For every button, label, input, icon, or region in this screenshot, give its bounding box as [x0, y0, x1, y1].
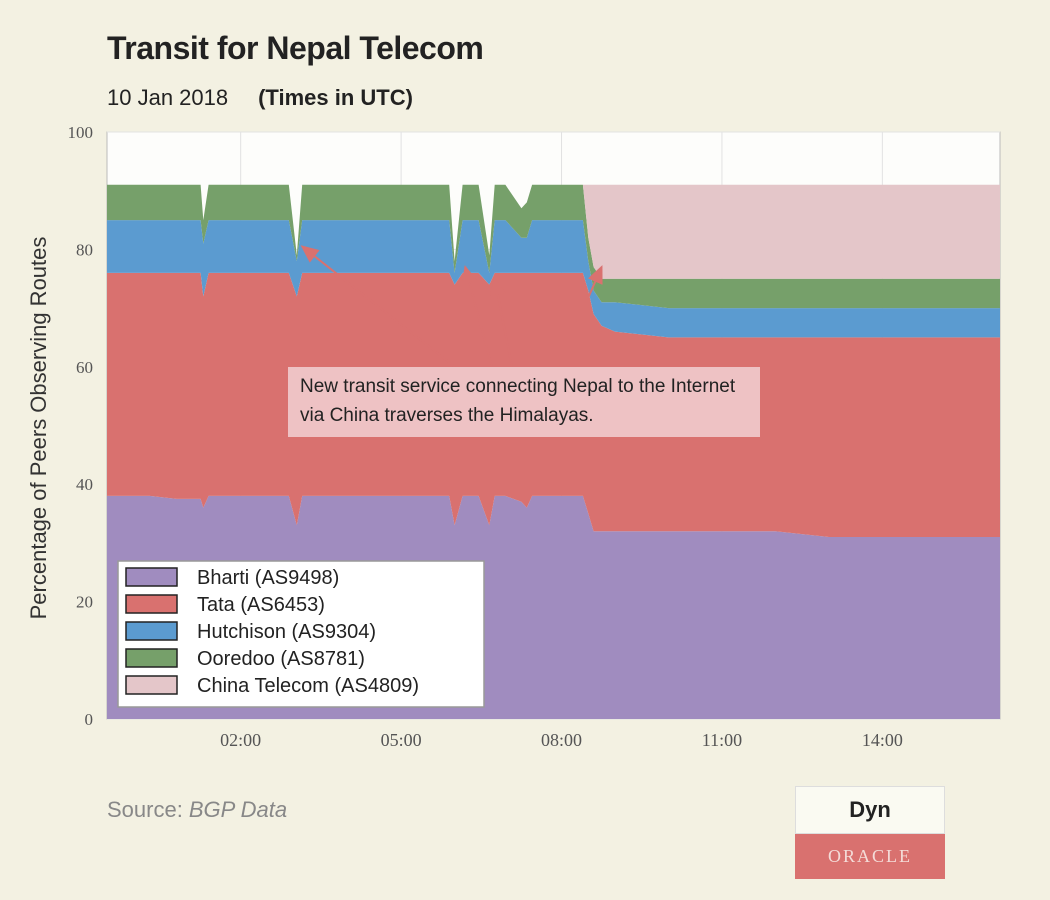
legend-swatch — [125, 621, 178, 641]
annotation-arrow — [461, 265, 493, 368]
y-axis-label: Percentage of Peers Observing Routes — [26, 237, 51, 620]
source-value: BGP Data — [188, 797, 288, 822]
dyn-logo-text: Dyn — [795, 786, 945, 834]
x-axis-ticks: 02:00 05:00 08:00 11:00 14:00 — [220, 730, 903, 750]
legend-label: China Telecom (AS4809) — [197, 675, 419, 697]
y-tick-label: 40 — [76, 475, 93, 494]
chart-title: Transit for Nepal Telecom — [107, 30, 484, 66]
x-tick-label: 14:00 — [862, 730, 903, 750]
x-tick-label: 05:00 — [381, 730, 422, 750]
y-tick-label: 60 — [76, 358, 93, 377]
legend-label: Bharti (AS9498) — [197, 567, 339, 589]
x-tick-label: 11:00 — [702, 730, 742, 750]
y-tick-label: 100 — [68, 123, 94, 142]
y-tick-label: 80 — [76, 240, 93, 259]
legend: Bharti (AS9498) Tata (AS6453) Hutchison (A… — [117, 560, 485, 708]
legend-swatch — [125, 675, 178, 695]
annotation-arrow — [557, 265, 603, 368]
x-tick-label: 08:00 — [541, 730, 582, 750]
legend-label: Hutchison (AS9304) — [197, 621, 376, 643]
dyn-oracle-logo: Dyn ORACLE — [795, 786, 945, 879]
area-ooredoo — [107, 184, 1000, 309]
legend-swatch — [125, 648, 178, 668]
oracle-logo-text: ORACLE — [795, 834, 945, 879]
legend-label: Tata (AS6453) — [197, 594, 325, 616]
date-label: 10 Jan 2018 — [107, 85, 229, 110]
source-label: Source: — [107, 797, 183, 822]
area-hutchison — [107, 220, 1000, 338]
annotation-arrow — [489, 276, 513, 368]
legend-label: Ooredoo (AS8781) — [197, 648, 365, 670]
source-line: Source: BGP Data — [107, 797, 287, 823]
annotation-arrow — [300, 245, 456, 368]
y-tick-label: 0 — [85, 710, 94, 729]
annotation-arrows — [300, 245, 603, 368]
legend-box — [117, 560, 485, 708]
time-note: (Times in UTC) — [258, 85, 413, 110]
y-axis-ticks: 0 20 40 60 80 100 — [68, 123, 94, 729]
x-tick-label: 02:00 — [220, 730, 261, 750]
annotation-box: New transit service connecting Nepal to … — [288, 367, 760, 437]
area-china — [107, 184, 1000, 279]
legend-swatch — [125, 567, 178, 587]
y-tick-label: 20 — [76, 593, 93, 612]
legend-swatch — [125, 594, 178, 614]
chart-subtitle: 10 Jan 2018 (Times in UTC) — [107, 85, 413, 111]
